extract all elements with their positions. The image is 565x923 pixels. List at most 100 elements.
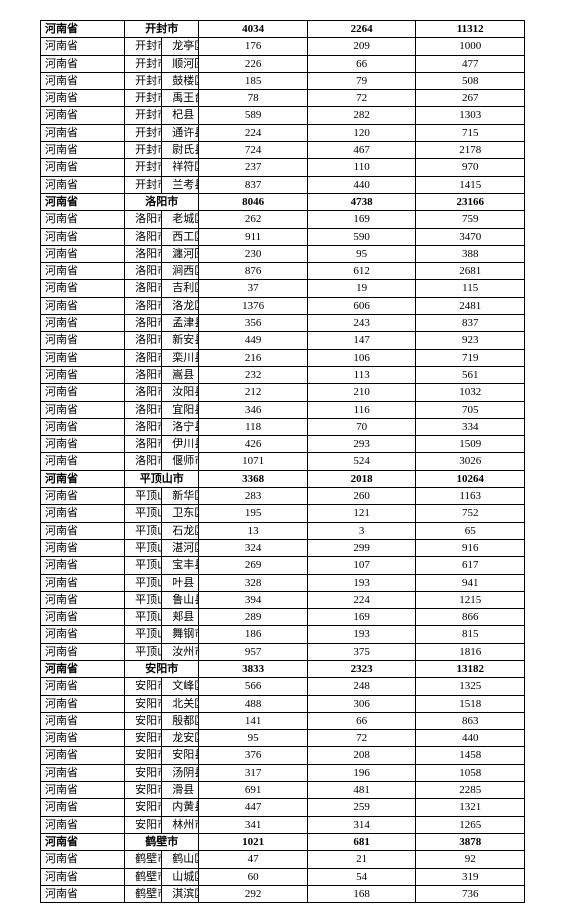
value-3-cell: 1303 [416,107,525,124]
district-cell: 卫东区 [162,505,199,522]
value-1-cell: 356 [199,315,308,332]
value-3-cell: 2285 [416,782,525,799]
province-cell: 河南省 [41,591,125,608]
district-cell: 新华区 [162,488,199,505]
district-cell: 北关区 [162,695,199,712]
value-1-cell: 47 [199,851,308,868]
district-cell: 顺河回族区 [162,55,199,72]
district-cell: 殷都区 [162,712,199,729]
value-3-cell: 941 [416,574,525,591]
district-cell: 杞县 [162,107,199,124]
district-row: 河南省开封市兰考县8374401415 [41,176,525,193]
province-cell: 河南省 [41,764,125,781]
value-3-cell: 561 [416,366,525,383]
value-2-cell: 147 [307,332,416,349]
district-cell: 淇滨区 [162,885,199,902]
value-3-cell: 508 [416,72,525,89]
province-cell: 河南省 [41,522,125,539]
value-2-cell: 19 [307,280,416,297]
value-1-cell: 317 [199,764,308,781]
value-2-cell: 2264 [307,21,416,38]
value-3-cell: 2681 [416,263,525,280]
province-cell: 河南省 [41,142,125,159]
district-cell: 洛龙区 [162,297,199,314]
value-2-cell: 193 [307,626,416,643]
district-row: 河南省安阳市北关区4883061518 [41,695,525,712]
province-cell: 河南省 [41,643,125,660]
value-1-cell: 269 [199,557,308,574]
district-row: 河南省洛阳市吉利区3719115 [41,280,525,297]
district-row: 河南省开封市禹王台区7872267 [41,90,525,107]
city-cell: 洛阳市 [125,245,162,262]
district-cell: 舞钢市 [162,626,199,643]
value-1-cell: 911 [199,228,308,245]
city-cell: 开封市 [125,72,162,89]
city-header-row: 河南省洛阳市8046473823166 [41,193,525,210]
value-1-cell: 237 [199,159,308,176]
value-2-cell: 66 [307,55,416,72]
district-row: 河南省平顶山市汝州市9573751816 [41,643,525,660]
value-1-cell: 566 [199,678,308,695]
district-cell: 伊川县 [162,436,199,453]
province-cell: 河南省 [41,21,125,38]
city-cell: 洛阳市 [125,384,162,401]
district-cell: 孟津县 [162,315,199,332]
province-cell: 河南省 [41,193,125,210]
district-row: 河南省洛阳市新安县449147923 [41,332,525,349]
value-3-cell: 715 [416,124,525,141]
district-row: 河南省开封市杞县5892821303 [41,107,525,124]
city-cell: 平顶山市 [125,609,162,626]
district-row: 河南省洛阳市洛宁县11870334 [41,418,525,435]
city-cell: 洛阳市 [125,211,162,228]
value-2-cell: 375 [307,643,416,660]
value-2-cell: 70 [307,418,416,435]
value-1-cell: 876 [199,263,308,280]
value-1-cell: 426 [199,436,308,453]
value-2-cell: 21 [307,851,416,868]
value-3-cell: 92 [416,851,525,868]
province-cell: 河南省 [41,297,125,314]
city-cell: 洛阳市 [125,297,162,314]
province-cell: 河南省 [41,851,125,868]
city-cell: 安阳市 [125,816,162,833]
value-1-cell: 957 [199,643,308,660]
value-2-cell: 314 [307,816,416,833]
value-2-cell: 224 [307,591,416,608]
province-cell: 河南省 [41,176,125,193]
city-cell: 开封市 [125,142,162,159]
value-3-cell: 267 [416,90,525,107]
city-cell: 平顶山市 [125,626,162,643]
value-1-cell: 176 [199,38,308,55]
district-cell: 林州市 [162,816,199,833]
value-2-cell: 169 [307,211,416,228]
value-1-cell: 328 [199,574,308,591]
district-cell: 内黄县 [162,799,199,816]
district-cell: 汤阴县 [162,764,199,781]
value-2-cell: 524 [307,453,416,470]
value-3-cell: 1265 [416,816,525,833]
value-2-cell: 107 [307,557,416,574]
value-3-cell: 2481 [416,297,525,314]
value-2-cell: 79 [307,72,416,89]
city-cell: 平顶山市 [125,505,162,522]
district-row: 河南省洛阳市洛龙区13766062481 [41,297,525,314]
province-cell: 河南省 [41,107,125,124]
city-cell: 安阳市 [125,764,162,781]
city-cell: 洛阳市 [125,401,162,418]
district-cell: 安阳县 [162,747,199,764]
value-1-cell: 488 [199,695,308,712]
province-cell: 河南省 [41,868,125,885]
province-cell: 河南省 [41,747,125,764]
value-1-cell: 341 [199,816,308,833]
province-cell: 河南省 [41,124,125,141]
province-cell: 河南省 [41,574,125,591]
district-cell: 滑县 [162,782,199,799]
district-cell: 偃师市 [162,453,199,470]
district-row: 河南省开封市尉氏县7244672178 [41,142,525,159]
city-cell: 安阳市 [125,799,162,816]
value-1-cell: 1071 [199,453,308,470]
district-row: 河南省开封市顺河回族区22666477 [41,55,525,72]
value-1-cell: 226 [199,55,308,72]
district-cell: 文峰区 [162,678,199,695]
city-cell: 安阳市 [125,678,162,695]
